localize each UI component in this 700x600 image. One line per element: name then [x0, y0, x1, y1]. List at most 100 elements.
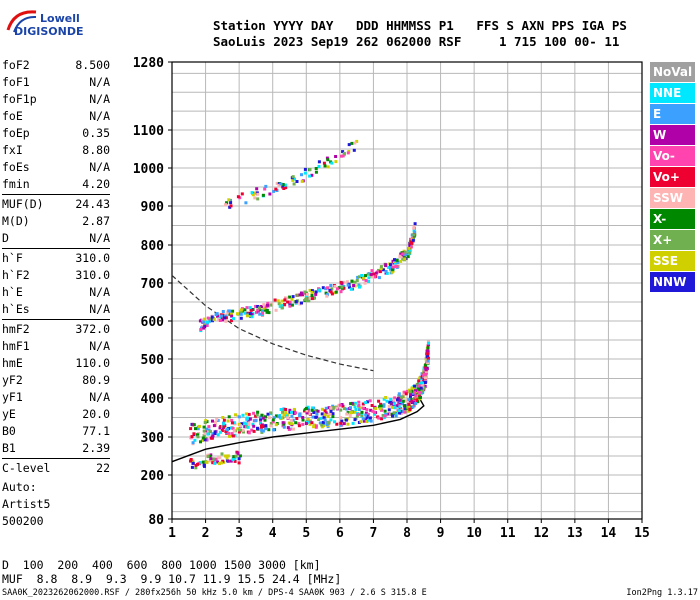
param-name: hmF1: [2, 339, 30, 353]
param-row: foF1p N/A: [2, 91, 110, 108]
echo-point: [427, 341, 430, 345]
echo-point: [310, 291, 314, 294]
echo-point: [389, 265, 393, 269]
echo-point: [231, 309, 235, 313]
x-tick-label: 10: [466, 526, 482, 541]
echo-point: [424, 363, 427, 367]
echo-point: [211, 457, 215, 461]
echo-point: [421, 382, 425, 386]
echo-point: [403, 250, 407, 254]
legend-item: NoVal: [650, 62, 695, 82]
muf-row-label: MUF: [2, 572, 23, 586]
param-name: foEs: [2, 160, 30, 174]
echo-point: [345, 407, 349, 411]
echo-point: [234, 413, 237, 417]
echo-point: [242, 430, 245, 434]
autoscale-line2: Artist5: [2, 497, 51, 511]
echo-point: [310, 421, 314, 425]
echo-point: [288, 300, 292, 304]
param-name: hmE: [2, 356, 23, 370]
param-row: foF2 8.500: [2, 57, 110, 74]
echo-point: [349, 406, 352, 410]
polarization-legend: NoVal NNE E W Vo- Vo+ SSW X- X+ SSE NNW: [650, 62, 695, 293]
param-value: 110.0: [75, 356, 110, 370]
echo-point: [342, 422, 346, 426]
echo-point: [391, 265, 395, 269]
echo-point: [256, 308, 260, 312]
echo-point: [320, 423, 324, 427]
echo-point: [229, 198, 232, 202]
param-row: h`F 310.0: [2, 250, 110, 267]
echo-point: [346, 151, 350, 155]
param-value: N/A: [89, 92, 110, 106]
echo-point: [414, 394, 418, 398]
echo-point: [251, 422, 255, 426]
echo-point: [352, 148, 356, 152]
echo-point: [307, 412, 311, 416]
echo-point: [317, 165, 321, 168]
param-row: foE N/A: [2, 108, 110, 125]
echo-point: [412, 225, 416, 229]
y-tick-label: 500: [141, 353, 165, 368]
logo-line1: Lowell: [40, 12, 80, 25]
echo-point: [402, 255, 406, 259]
echo-point: [229, 204, 233, 208]
echo-point: [304, 298, 307, 302]
param-row: hmF2 372.0: [2, 321, 110, 338]
param-row: hmE 110.0: [2, 355, 110, 372]
echo-point: [194, 466, 198, 470]
echo-point: [226, 459, 230, 463]
echo-point: [201, 460, 205, 464]
echo-point: [239, 312, 243, 316]
echo-point: [330, 292, 334, 296]
echo-point: [382, 268, 385, 272]
echo-point: [196, 435, 200, 439]
echo-point: [202, 425, 206, 429]
echo-point: [387, 265, 391, 269]
echo-point: [196, 433, 199, 437]
echo-point: [418, 389, 422, 393]
echo-point: [426, 355, 429, 359]
echo-point: [318, 288, 322, 292]
echo-point: [255, 187, 259, 191]
echo-point: [214, 313, 218, 316]
echo-point: [245, 314, 249, 318]
echo-point: [315, 412, 319, 416]
echo-point: [288, 295, 291, 299]
legend-item: W: [650, 125, 695, 145]
param-name: MUF(D): [2, 197, 44, 211]
echo-point: [364, 401, 368, 405]
echo-point: [261, 416, 265, 420]
param-name: yE: [2, 407, 16, 421]
param-name: h`F: [2, 251, 23, 265]
echo-point: [420, 389, 424, 393]
echo-point: [412, 233, 416, 237]
x-tick-label: 13: [567, 526, 583, 541]
echo-point: [285, 414, 289, 418]
echo-point: [220, 429, 224, 432]
echo-point: [340, 403, 344, 406]
param-value: 372.0: [75, 322, 110, 336]
echo-point: [213, 430, 217, 434]
echo-point: [259, 415, 263, 419]
echo-point: [379, 266, 383, 270]
echo-point: [281, 416, 285, 420]
echo-point: [324, 287, 328, 291]
echo-point: [361, 402, 365, 406]
param-name: foF1: [2, 75, 30, 89]
echo-point: [333, 284, 337, 288]
param-row: fxI 8.80: [2, 142, 110, 159]
echo-point: [389, 267, 392, 271]
echo-point: [306, 418, 310, 421]
echo-point: [382, 416, 386, 420]
echo-point: [255, 413, 259, 417]
echo-point: [208, 317, 212, 321]
echo-point: [305, 292, 309, 296]
echo-point: [289, 427, 293, 431]
echo-point: [279, 416, 282, 420]
echo-point: [378, 270, 382, 274]
echo-point: [390, 402, 394, 406]
echo-point: [364, 274, 367, 278]
echo-point: [263, 308, 267, 312]
